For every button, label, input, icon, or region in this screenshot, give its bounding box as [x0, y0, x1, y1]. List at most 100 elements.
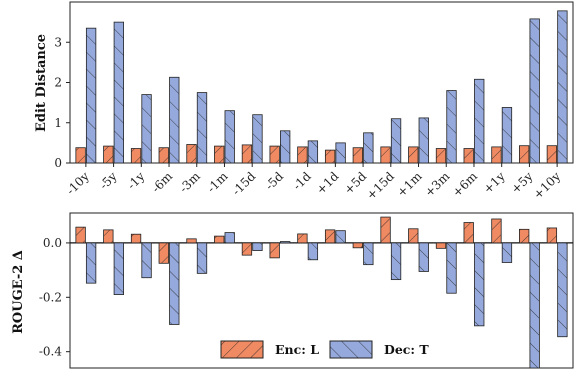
rouge-bar-enc-minus5d-hatch: [269, 242, 280, 258]
legend-enc-hatch: [221, 341, 263, 358]
edit-distance-bar-dec-minus6m-hatch: [169, 77, 180, 163]
x-tick-label: -15d: [229, 169, 258, 198]
x-tick-label: -6m: [149, 169, 176, 196]
edit-distance-bar-dec-plus6m-hatch: [474, 79, 484, 163]
edit-distance-bar-dec-minus1d-hatch: [308, 140, 318, 163]
x-tick-label: +1d: [314, 169, 342, 197]
edit-distance-bar-dec-minus15d-hatch: [252, 114, 263, 163]
rouge-bar-enc-minus15d-hatch: [242, 242, 252, 256]
rouge-bar-enc-plus6m-hatch: [463, 222, 474, 243]
legend-enc-label: Enc: L: [275, 342, 319, 357]
legend-dec-hatch: [330, 341, 372, 358]
rouge-bar-enc-minus6m-hatch: [159, 242, 169, 264]
edit-distance-bar-enc-plus15d-hatch: [380, 146, 391, 163]
edit-distance-bar-enc-plus3m-hatch: [436, 148, 446, 163]
edit-distance-bar-dec-plus1m-hatch: [419, 117, 429, 163]
edit-distance-bar-enc-plus10y-hatch: [547, 145, 557, 163]
edit-distance-bar-enc-plus1y-hatch: [491, 146, 502, 163]
rouge-bar-dec-minus1m-hatch: [224, 232, 235, 243]
rouge-bar-dec-plus5d-hatch: [363, 242, 374, 265]
edit-distance-bar-dec-minus1y-hatch: [141, 94, 152, 163]
edit-distance-bar-dec-plus1y-hatch: [502, 107, 512, 163]
edit-distance-bar-enc-minus5y-hatch: [103, 146, 114, 163]
rouge-bar-dec-plus1d-hatch: [335, 230, 346, 243]
rouge-bar-dec-plus5y-hatch: [529, 242, 540, 368]
rouge-bar-dec-minus1d-hatch: [308, 242, 318, 260]
edit-distance-bar-enc-plus5d-hatch: [353, 147, 363, 163]
edit-distance-bar-enc-minus5d-hatch: [269, 146, 280, 163]
y-tick-label: -0.2: [39, 290, 62, 304]
edit-distance-bar-enc-plus1m-hatch: [408, 146, 419, 163]
edit-distance-bar-dec-minus5d-hatch: [280, 130, 290, 163]
x-tick-label: -1y: [124, 169, 147, 192]
edit-distance-bar-enc-minus10y-hatch: [75, 147, 86, 163]
x-tick-label: +3m: [422, 169, 453, 200]
edit-distance-bar-enc-minus1y-hatch: [131, 148, 141, 163]
edit-distance-bar-enc-minus1m-hatch: [214, 146, 224, 163]
edit-distance-bar-dec-plus5d-hatch: [363, 132, 374, 163]
y-axis-label-edit-distance: Edit Distance: [34, 34, 49, 132]
y-tick-label: 2: [54, 76, 62, 90]
rouge-bar-dec-plus1y-hatch: [502, 242, 512, 263]
edit-distance-bar-dec-plus10y-hatch: [557, 10, 568, 164]
y-tick-label: 0: [54, 156, 62, 170]
rouge-bar-enc-minus3m-hatch: [186, 238, 197, 243]
rouge-bar-enc-minus1d-hatch: [297, 233, 308, 243]
rouge-bar-dec-minus10y-hatch: [86, 242, 96, 284]
rouge-bar-enc-minus1m-hatch: [214, 236, 224, 243]
edit-distance-panel: 0 1 2 3 -10y -5y -1y -6m -3m -1m-15d -5d -1d +1d +5d…: [34, 1, 574, 202]
x-tick-label: +15d: [364, 169, 397, 202]
rouge-bars: [75, 216, 568, 369]
y-tick-label: 0.0: [43, 236, 62, 250]
y-tick-label: 3: [54, 35, 62, 49]
rouge-bar-enc-plus5d-hatch: [353, 242, 363, 248]
rouge-bar-enc-plus15d-hatch: [380, 217, 391, 243]
rouge-bar-dec-plus3m-hatch: [446, 242, 457, 294]
rouge-bar-enc-plus3m-hatch: [436, 242, 446, 249]
x-tick-label: -5d: [262, 169, 286, 193]
edit-distance-bar-dec-minus5y-hatch: [114, 22, 124, 163]
rouge-bar-dec-plus15d-hatch: [391, 242, 401, 280]
edit-distance-bar-enc-minus1d-hatch: [297, 146, 308, 163]
edit-distance-bar-dec-plus3m-hatch: [446, 90, 457, 163]
y-tick-label: 1: [54, 116, 62, 130]
rouge-bar-dec-minus3m-hatch: [197, 242, 207, 274]
plot-frame-bottom: [69, 212, 574, 369]
edit-distance-bar-enc-minus15d-hatch: [242, 144, 252, 163]
rouge-bar-dec-minus15d-hatch: [252, 242, 263, 251]
rouge-bar-dec-minus6m-hatch: [169, 242, 180, 325]
category-tick-labels: -10y -5y -1y -6m -3m -1m-15d -5d -1d +1d +5d+15d+…: [64, 163, 564, 202]
edit-distance-bar-dec-minus3m-hatch: [197, 92, 207, 163]
rouge-bar-dec-plus10y-hatch: [557, 242, 568, 337]
legend: Enc: L Dec: T: [220, 340, 429, 359]
edit-distance-bar-dec-minus1m-hatch: [224, 110, 235, 163]
rouge-bar-enc-minus10y-hatch: [75, 227, 86, 243]
x-tick-label: -10y: [64, 169, 93, 198]
edit-distance-y-ticks: 0 1 2 3: [54, 35, 70, 170]
legend-dec-label: Dec: T: [384, 342, 429, 357]
edit-distance-bar-enc-plus6m-hatch: [463, 148, 474, 163]
rouge-y-ticks: 0.0 -0.2 -0.4: [39, 236, 70, 359]
rouge-bar-enc-plus1d-hatch: [325, 229, 335, 243]
rouge-bar-dec-plus6m-hatch: [474, 242, 484, 326]
x-tick-label: -5y: [97, 169, 120, 192]
x-tick-label: +10y: [531, 169, 564, 202]
rouge-bar-enc-minus1y-hatch: [131, 234, 141, 243]
x-tick-label: -3m: [177, 169, 204, 196]
rouge-bar-enc-plus10y-hatch: [547, 227, 557, 243]
edit-distance-bar-enc-minus3m-hatch: [186, 144, 197, 163]
x-tick-label: +1y: [481, 169, 508, 196]
x-tick-label: +6m: [450, 169, 481, 200]
x-tick-label: -1d: [290, 169, 314, 193]
edit-distance-bar-dec-plus5y-hatch: [529, 18, 540, 164]
edit-distance-bar-enc-plus1d-hatch: [325, 150, 335, 163]
x-tick-label: +1m: [394, 169, 425, 200]
edit-distance-bar-dec-minus10y-hatch: [86, 28, 96, 163]
rouge-bar-dec-minus5d-hatch: [280, 241, 290, 243]
y-axis-label-rouge: ROUGE-2 Δ: [11, 250, 26, 334]
rouge-bar-enc-plus1y-hatch: [491, 218, 502, 243]
edit-distance-bars: [75, 10, 568, 164]
rouge-bar-dec-minus5y-hatch: [114, 242, 124, 295]
rouge-bar-dec-plus1m-hatch: [419, 242, 429, 272]
